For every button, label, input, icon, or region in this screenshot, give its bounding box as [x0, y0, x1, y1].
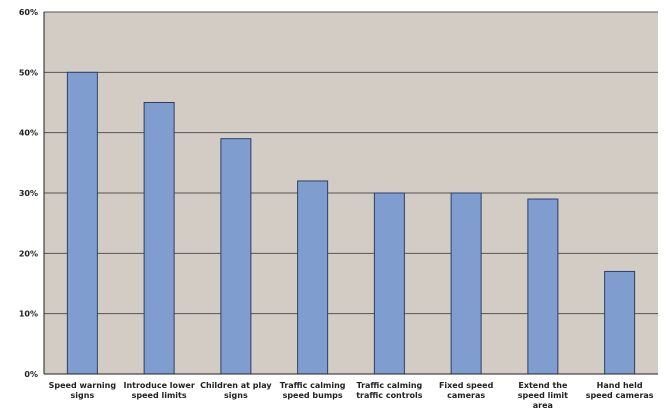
- bar: [143, 102, 175, 375]
- x-category-label: speed cameras: [586, 391, 654, 400]
- x-category-label: area: [533, 401, 553, 410]
- x-category-label: Speed warning: [49, 381, 117, 390]
- x-category-label: Traffic calming: [356, 381, 422, 390]
- y-axis-ticks: 0% 10% 20% 30% 40% 50% 60%: [19, 8, 38, 379]
- x-category-label: signs: [71, 391, 95, 400]
- x-category-label: cameras: [447, 391, 485, 400]
- bar: [604, 270, 636, 375]
- y-tick-label: 60%: [19, 8, 38, 17]
- x-category-label: speed limits: [132, 391, 187, 400]
- x-category-label: Hand held: [597, 381, 643, 390]
- bar: [527, 198, 559, 375]
- bar: [220, 138, 252, 375]
- bar: [66, 71, 98, 375]
- bar: [373, 192, 405, 375]
- y-tick-label: 20%: [19, 249, 38, 258]
- x-category-label: speed limit: [518, 391, 568, 400]
- y-tick-label: 40%: [19, 129, 38, 138]
- x-category-label: speed bumps: [283, 391, 343, 400]
- x-category-label: Traffic calming: [280, 381, 346, 390]
- bar: [297, 180, 329, 375]
- bar: [450, 192, 482, 375]
- y-tick-label: 30%: [19, 189, 38, 198]
- y-tick-label: 10%: [19, 310, 38, 319]
- x-category-label: Fixed speed: [439, 381, 494, 390]
- x-category-label: Introduce lower: [123, 381, 194, 390]
- x-category-label: traffic controls: [356, 391, 423, 400]
- y-tick-label: 50%: [19, 68, 38, 77]
- y-tick-label: 0%: [24, 370, 38, 379]
- x-category-label: Extend the: [518, 381, 568, 390]
- x-category-label: signs: [224, 391, 248, 400]
- x-category-label: Children at play: [200, 381, 272, 390]
- bars: [66, 71, 636, 375]
